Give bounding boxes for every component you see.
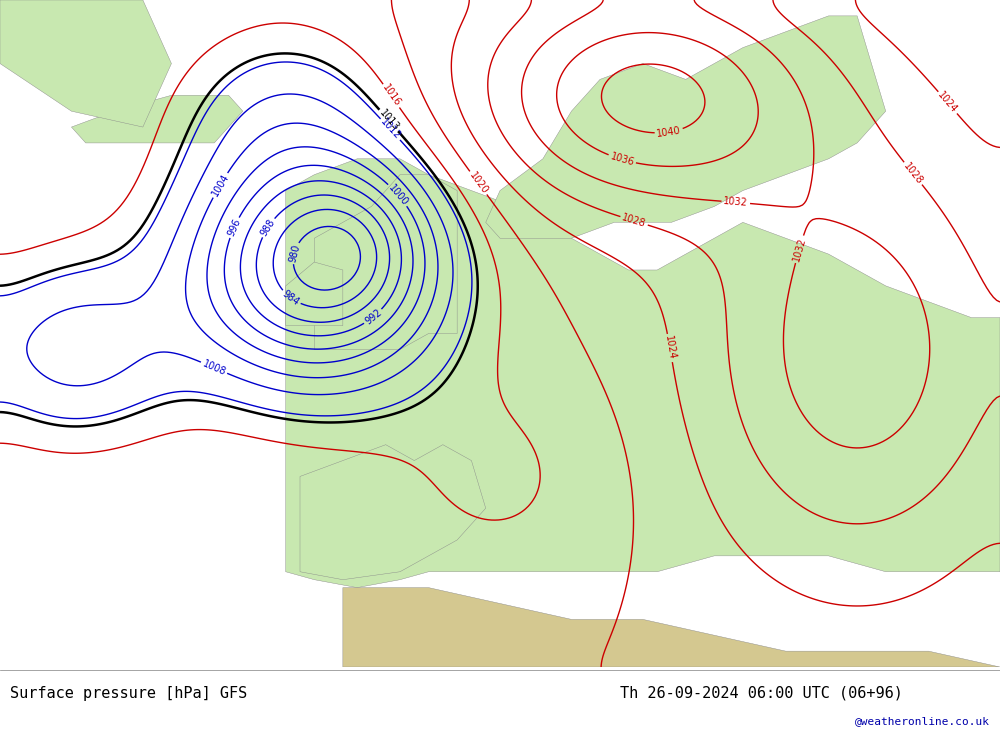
Text: 1032: 1032: [791, 236, 808, 262]
Text: 980: 980: [287, 243, 301, 263]
Polygon shape: [286, 159, 1000, 588]
Text: 1032: 1032: [723, 196, 748, 208]
Text: 996: 996: [226, 217, 242, 238]
Text: 1012: 1012: [378, 117, 402, 141]
Text: Surface pressure [hPa] GFS: Surface pressure [hPa] GFS: [10, 686, 247, 701]
Text: 1000: 1000: [386, 183, 410, 207]
Text: 1004: 1004: [210, 172, 231, 198]
Text: 1040: 1040: [656, 125, 682, 139]
Text: Th 26-09-2024 06:00 UTC (06+96): Th 26-09-2024 06:00 UTC (06+96): [620, 686, 903, 701]
Text: 1013: 1013: [377, 108, 401, 133]
Polygon shape: [343, 588, 1000, 667]
Text: 988: 988: [259, 217, 277, 238]
Polygon shape: [71, 95, 243, 143]
Text: @weatheronline.co.uk: @weatheronline.co.uk: [855, 716, 990, 726]
Text: 1028: 1028: [621, 213, 647, 229]
Text: 1020: 1020: [467, 170, 490, 196]
Polygon shape: [286, 262, 343, 325]
Polygon shape: [300, 445, 486, 580]
Polygon shape: [486, 16, 886, 238]
Text: 1024: 1024: [663, 335, 677, 361]
Text: 1008: 1008: [201, 358, 227, 377]
Text: 984: 984: [281, 288, 301, 307]
Text: 1016: 1016: [380, 83, 402, 108]
Text: 1028: 1028: [901, 161, 925, 186]
Polygon shape: [314, 174, 457, 350]
Text: 992: 992: [363, 307, 384, 326]
Polygon shape: [0, 0, 171, 127]
Text: 1036: 1036: [609, 151, 635, 168]
Text: 1024: 1024: [936, 90, 959, 115]
